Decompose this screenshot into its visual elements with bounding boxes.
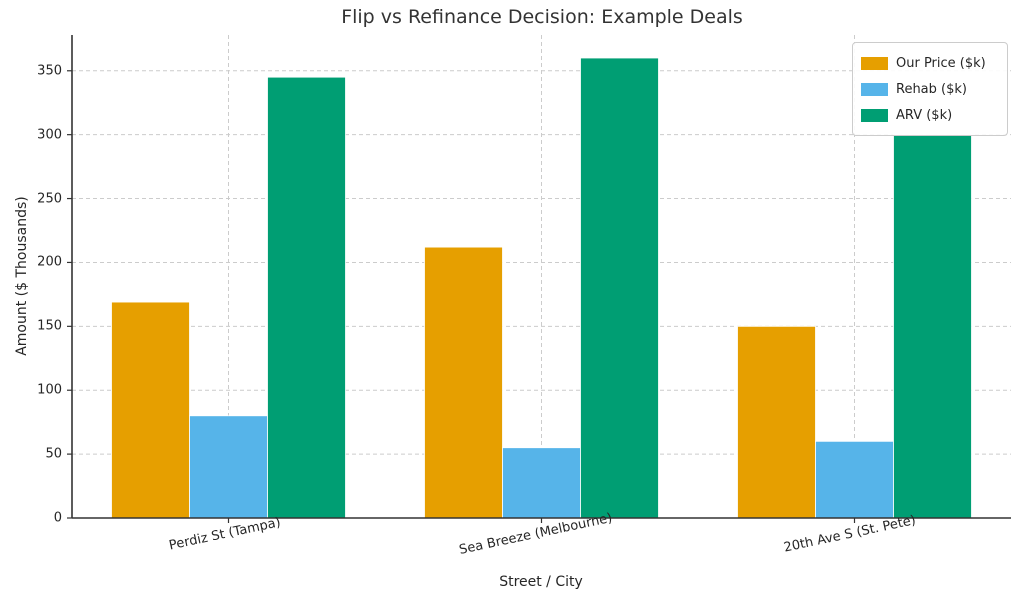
bar-arv-k--g0 <box>267 76 346 519</box>
chart-title: Flip vs Refinance Decision: Example Deal… <box>341 6 743 28</box>
legend-swatch-arv <box>861 108 888 122</box>
bar-our-price-k--g0 <box>111 301 190 519</box>
ytick-label: 350 <box>37 63 62 79</box>
bar-arv-k--g2 <box>893 134 972 519</box>
legend-swatch-rehab <box>861 82 888 96</box>
chart-legend: Our Price ($k) Rehab ($k) ARV ($k) <box>852 42 1008 136</box>
ytick-label: 200 <box>37 254 62 270</box>
legend-item-our-price: Our Price ($k) <box>861 50 999 76</box>
ytick-label: 150 <box>37 318 62 334</box>
ytick-label: 50 <box>45 446 62 462</box>
legend-item-arv: ARV ($k) <box>861 102 999 128</box>
bar-rehab-k--g0 <box>189 415 268 519</box>
bar-arv-k--g1 <box>580 57 659 519</box>
bar-rehab-k--g1 <box>502 447 581 519</box>
ytick-label: 100 <box>37 382 62 398</box>
ytick-label: 250 <box>37 191 62 207</box>
bar-our-price-k--g2 <box>737 325 816 519</box>
bar-rehab-k--g2 <box>815 440 894 519</box>
legend-label-rehab: Rehab ($k) <box>896 81 967 97</box>
bar-our-price-k--g1 <box>424 246 503 519</box>
x-axis-label: Street / City <box>499 574 583 590</box>
ytick-label: 300 <box>37 127 62 143</box>
legend-label-arv: ARV ($k) <box>896 107 953 123</box>
ytick-label: 0 <box>53 510 62 526</box>
legend-swatch-our-price <box>861 56 888 70</box>
legend-label-our-price: Our Price ($k) <box>896 55 986 71</box>
legend-item-rehab: Rehab ($k) <box>861 76 999 102</box>
